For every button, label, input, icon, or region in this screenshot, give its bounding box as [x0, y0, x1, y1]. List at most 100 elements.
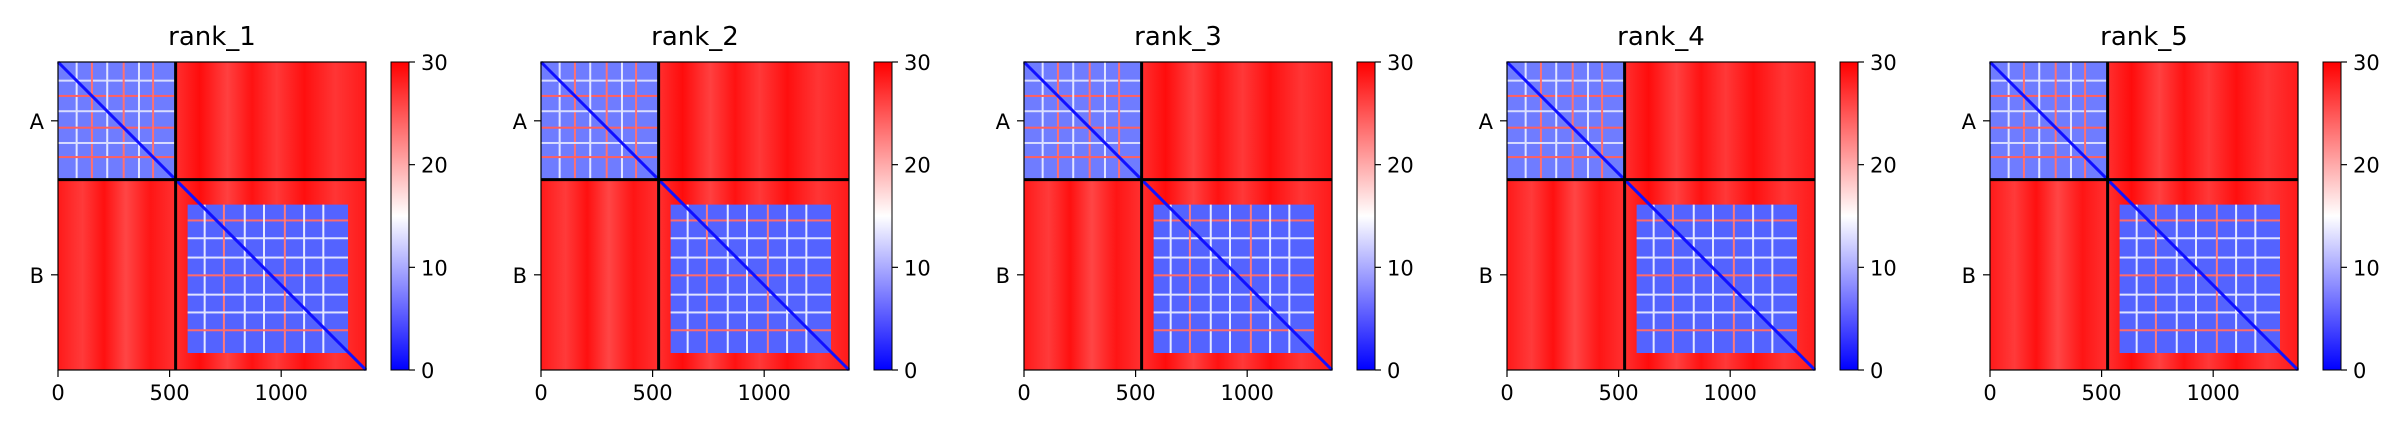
x-tick-label: 500 — [2082, 381, 2122, 405]
chain-a-band — [1507, 94, 1625, 97]
chain-b-band — [705, 204, 708, 353]
chain-b-band — [670, 293, 831, 296]
colorbar-tick-label: 0 — [421, 359, 434, 383]
chain-b-band — [2119, 274, 2280, 277]
x-tick-label: 1000 — [2186, 381, 2239, 405]
chain-a-band — [541, 141, 659, 144]
y-tick-label-a: A — [30, 110, 45, 134]
colorbar-tick-label: 0 — [2353, 359, 2366, 383]
chain-a-band — [1586, 62, 1589, 180]
chain-a-band — [1990, 110, 2108, 113]
colorbar-tick-label: 20 — [1387, 154, 1414, 178]
chain-b-band — [2119, 256, 2280, 259]
chain-a-band — [558, 62, 561, 180]
chain-a-band — [1571, 62, 1574, 180]
chain-a-band — [58, 94, 176, 97]
chain-b-band — [187, 274, 348, 277]
colorbar-tick-label: 10 — [904, 256, 931, 280]
colorbar-tick-label: 10 — [2353, 256, 2380, 280]
chain-b-band — [203, 204, 206, 353]
colorbar — [1356, 61, 1376, 371]
chain-a-band — [2007, 62, 2010, 180]
chain-a-band — [1601, 62, 1604, 180]
chain-b-band — [1153, 219, 1314, 222]
colorbar-tick-label: 10 — [421, 256, 448, 280]
chain-b-band — [187, 293, 348, 296]
chain-a-band — [75, 62, 78, 180]
chain-b-band — [1636, 219, 1797, 222]
x-tick-label: 500 — [1599, 381, 1639, 405]
chain-a-band — [122, 62, 125, 180]
colorbar-tick-label: 0 — [1387, 359, 1400, 383]
chain-a-band — [605, 62, 608, 180]
chain-b-band — [1153, 329, 1314, 332]
chain-a-band — [58, 126, 176, 129]
chain-b-band — [1752, 204, 1755, 353]
y-tick-label-b: B — [30, 264, 44, 288]
chain-b-block — [187, 204, 348, 353]
chain-b-band — [1711, 204, 1714, 353]
chain-b-band — [187, 256, 348, 259]
chain-a-band — [1118, 62, 1121, 180]
chain-b-band — [187, 329, 348, 332]
chain-b-band — [1652, 204, 1655, 353]
chain-b-band — [322, 204, 325, 353]
chain-a-band — [1041, 62, 1044, 180]
colorbar-tick-label: 30 — [421, 51, 448, 75]
diagonal-line — [1988, 60, 2300, 372]
chain-a-band — [1539, 62, 1542, 180]
chain-a-band — [1507, 79, 1625, 82]
chain-a-band — [2038, 62, 2041, 180]
chain-b-band — [1636, 237, 1797, 240]
colorbar-tick-label: 20 — [904, 154, 931, 178]
chain-a-band — [1555, 62, 1558, 180]
axes-frame — [1023, 61, 1333, 371]
colorbar-tick-label: 30 — [904, 51, 931, 75]
x-tick-label: 500 — [633, 381, 673, 405]
chain-b-band — [2194, 204, 2197, 353]
chain-b-band — [187, 311, 348, 314]
chain-b-band — [1153, 311, 1314, 314]
chain-b-band — [670, 311, 831, 314]
chain-a-band — [1024, 156, 1142, 159]
colorbar-tick-label: 0 — [1870, 359, 1883, 383]
chain-b-band — [1153, 256, 1314, 259]
x-tick-label: 0 — [1983, 381, 1996, 405]
chain-b-block — [670, 204, 831, 353]
colorbar-tick-label: 20 — [2353, 154, 2380, 178]
chain-b-band — [786, 204, 789, 353]
chain-b-band — [670, 219, 831, 222]
panel-title: rank_5 — [2100, 22, 2188, 52]
axes-frame — [1506, 61, 1816, 371]
heatmap-panel-5: rank_5 0 500 1000 A B 0 10 20 30 — [1962, 22, 2380, 405]
axes-frame — [540, 61, 850, 371]
chain-b-band — [1636, 293, 1797, 296]
x-tick-label: 1000 — [737, 381, 790, 405]
chain-b-band — [1169, 204, 1172, 353]
chain-b-band — [243, 204, 246, 353]
chain-b-band — [2235, 204, 2238, 353]
axes-frame — [1989, 61, 2299, 371]
chain-a-band — [1990, 94, 2108, 97]
chain-b-band — [1209, 204, 1212, 353]
chain-a-band — [58, 110, 176, 113]
chain-b-band — [1153, 274, 1314, 277]
x-tick-label: 1000 — [1703, 381, 1756, 405]
chain-b-band — [2154, 204, 2157, 353]
chain-b-band — [2119, 329, 2280, 332]
colorbar-tick-label: 10 — [1870, 256, 1897, 280]
chain-a-band — [1024, 141, 1142, 144]
y-tick-label-b: B — [1962, 264, 1976, 288]
chain-a-band — [2069, 62, 2072, 180]
chain-a-band — [1990, 141, 2108, 144]
chain-a-band — [589, 62, 592, 180]
chain-b-band — [303, 204, 306, 353]
chain-a-band — [58, 141, 176, 144]
chain-a-band — [1524, 62, 1527, 180]
chain-b-band — [187, 219, 348, 222]
colorbar-tick-label: 30 — [2353, 51, 2380, 75]
chain-a-band — [1990, 79, 2108, 82]
chain-b-band — [1228, 204, 1231, 353]
chain-a-band — [541, 94, 659, 97]
chain-a-band — [1072, 62, 1075, 180]
